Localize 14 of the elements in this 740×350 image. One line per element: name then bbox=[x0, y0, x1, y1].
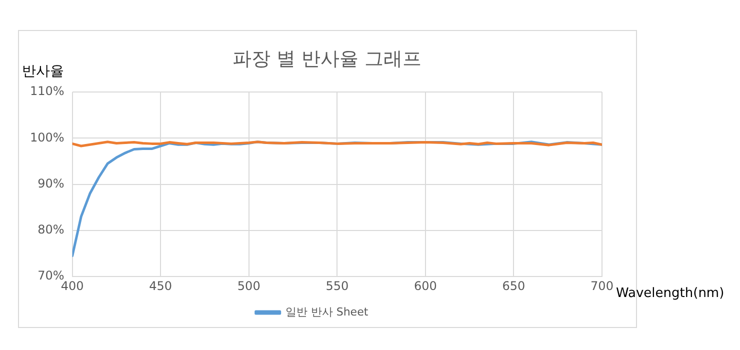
x-tick-label: 650 bbox=[502, 278, 526, 293]
x-tick-label: 450 bbox=[149, 278, 172, 293]
x-axis-title: Wavelength(nm) bbox=[616, 286, 724, 301]
x-tick-label: 500 bbox=[237, 278, 260, 293]
y-tick-label: 80% bbox=[38, 222, 64, 237]
x-tick-label: 700 bbox=[590, 278, 614, 293]
y-tick-label: 100% bbox=[30, 130, 64, 144]
legend-label: 일반 반사 Sheet bbox=[285, 305, 369, 318]
y-axis-title: 반사율 bbox=[22, 64, 64, 80]
y-tick-label: 90% bbox=[38, 176, 64, 190]
y-tick-label: 110% bbox=[30, 84, 64, 98]
chart-title: 파장 별 반사율 그래프 bbox=[232, 48, 422, 70]
x-tick-label: 550 bbox=[326, 278, 349, 293]
x-tick-label: 600 bbox=[414, 278, 437, 293]
